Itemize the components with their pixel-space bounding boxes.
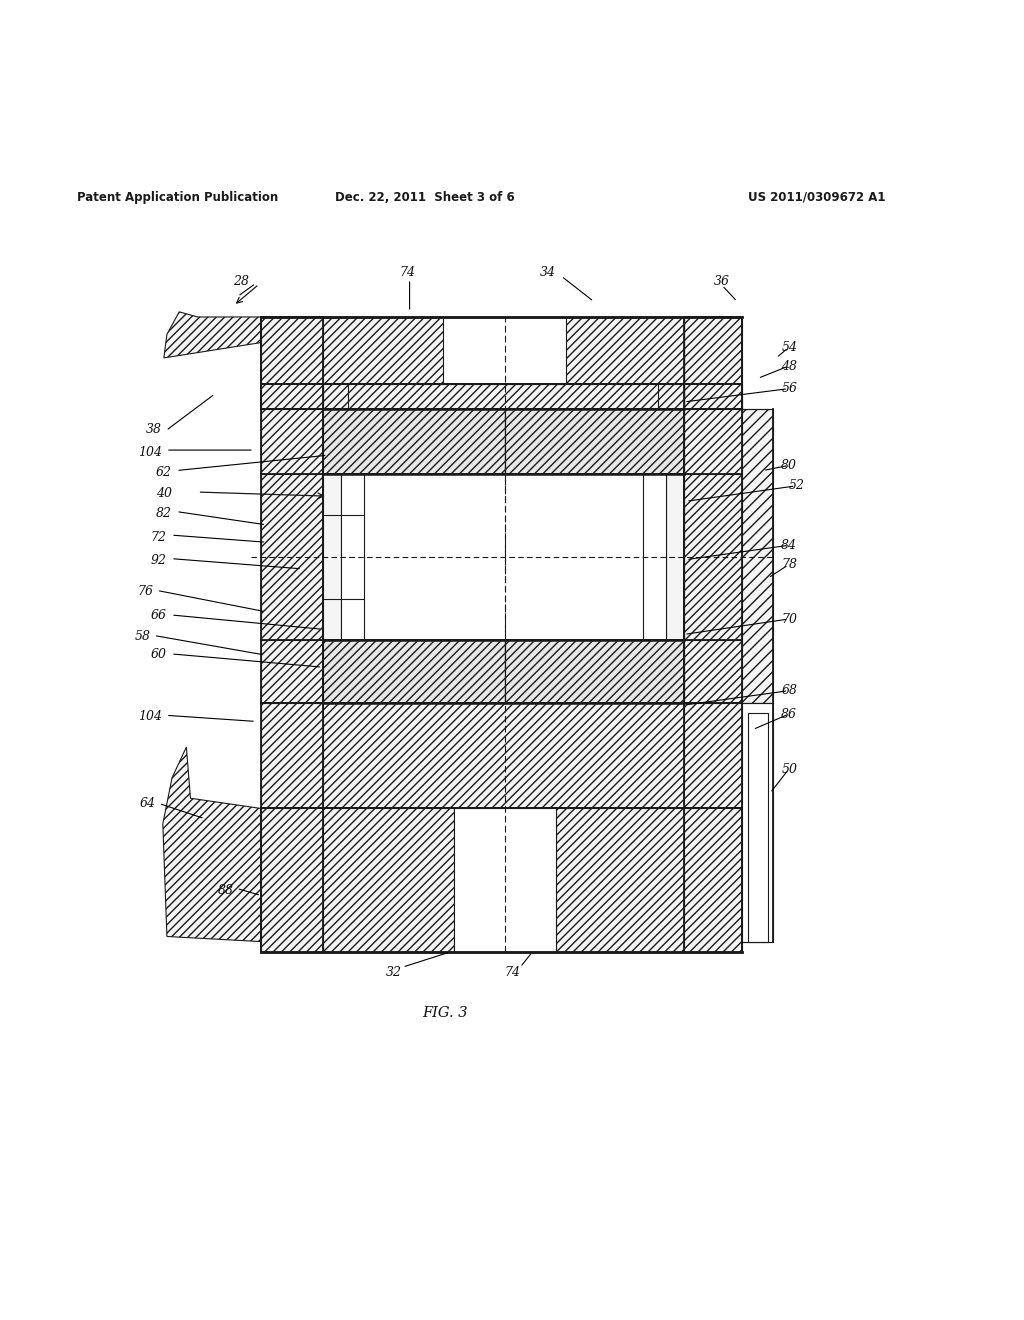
Bar [658,384,684,409]
Text: 82: 82 [156,507,172,520]
Bar [323,639,684,704]
Text: 104: 104 [138,710,162,723]
Bar [666,474,684,639]
Bar [684,317,742,409]
Bar [261,474,742,639]
Bar [261,704,323,808]
Bar [684,474,742,639]
Bar [323,808,454,952]
Text: 70: 70 [781,612,798,626]
Bar [348,384,658,409]
Text: 28: 28 [233,275,250,288]
Bar [323,409,505,474]
Bar [556,808,684,952]
Text: 80: 80 [781,459,798,473]
Bar [323,409,684,474]
Text: 36: 36 [714,275,730,288]
Polygon shape [163,747,261,941]
Bar [143,251,870,1039]
Text: 32: 32 [386,966,402,979]
Bar [261,808,742,952]
Bar [742,409,773,704]
Text: 66: 66 [151,610,167,623]
Text: 60: 60 [151,648,167,661]
Text: 64: 64 [139,797,156,810]
Text: 92: 92 [151,554,167,568]
Bar [748,713,768,941]
Bar [684,639,742,704]
Text: 74: 74 [399,267,416,280]
Bar [323,317,684,384]
Text: 88: 88 [217,884,233,896]
Bar [261,639,323,704]
Bar [742,704,773,941]
Text: 84: 84 [781,539,798,552]
Bar [261,704,742,808]
Bar [261,474,323,639]
Bar [261,384,323,409]
Text: 54: 54 [781,341,798,354]
Text: FIG. 3: FIG. 3 [423,1006,468,1020]
Text: 86: 86 [781,708,798,721]
Bar [341,474,666,639]
Text: 68: 68 [781,684,798,697]
Bar [684,384,742,409]
Text: US 2011/0309672 A1: US 2011/0309672 A1 [748,190,885,203]
Bar [323,384,348,409]
Bar [261,317,323,384]
Bar [323,317,495,384]
Bar [684,317,742,384]
Text: Patent Application Publication: Patent Application Publication [77,190,279,203]
Text: Dec. 22, 2011  Sheet 3 of 6: Dec. 22, 2011 Sheet 3 of 6 [335,190,515,203]
Bar [505,639,684,704]
Bar [684,704,742,808]
Bar [515,317,684,384]
Bar [323,474,341,639]
Bar [261,409,323,474]
Bar [261,317,742,409]
Bar [261,808,323,952]
Bar [323,704,684,808]
Text: 38: 38 [145,424,162,436]
Bar [323,639,505,704]
Text: 62: 62 [156,466,172,479]
Text: 48: 48 [781,359,798,372]
Text: 72: 72 [151,531,167,544]
Text: 50: 50 [781,763,798,776]
Text: 74: 74 [504,966,520,979]
Text: 34: 34 [540,267,556,280]
Text: 104: 104 [138,446,162,458]
Bar [684,409,742,474]
Bar [323,384,684,409]
Bar [323,317,684,384]
Text: 52: 52 [788,479,805,492]
Text: 40: 40 [156,487,172,499]
Polygon shape [164,312,261,358]
Bar [684,808,742,952]
Text: 56: 56 [781,383,798,395]
Text: 78: 78 [781,558,798,572]
Bar [505,409,684,474]
Bar [454,808,556,952]
Text: 58: 58 [134,630,151,643]
Bar [443,317,566,384]
Bar [261,317,323,409]
Text: 76: 76 [137,585,154,598]
